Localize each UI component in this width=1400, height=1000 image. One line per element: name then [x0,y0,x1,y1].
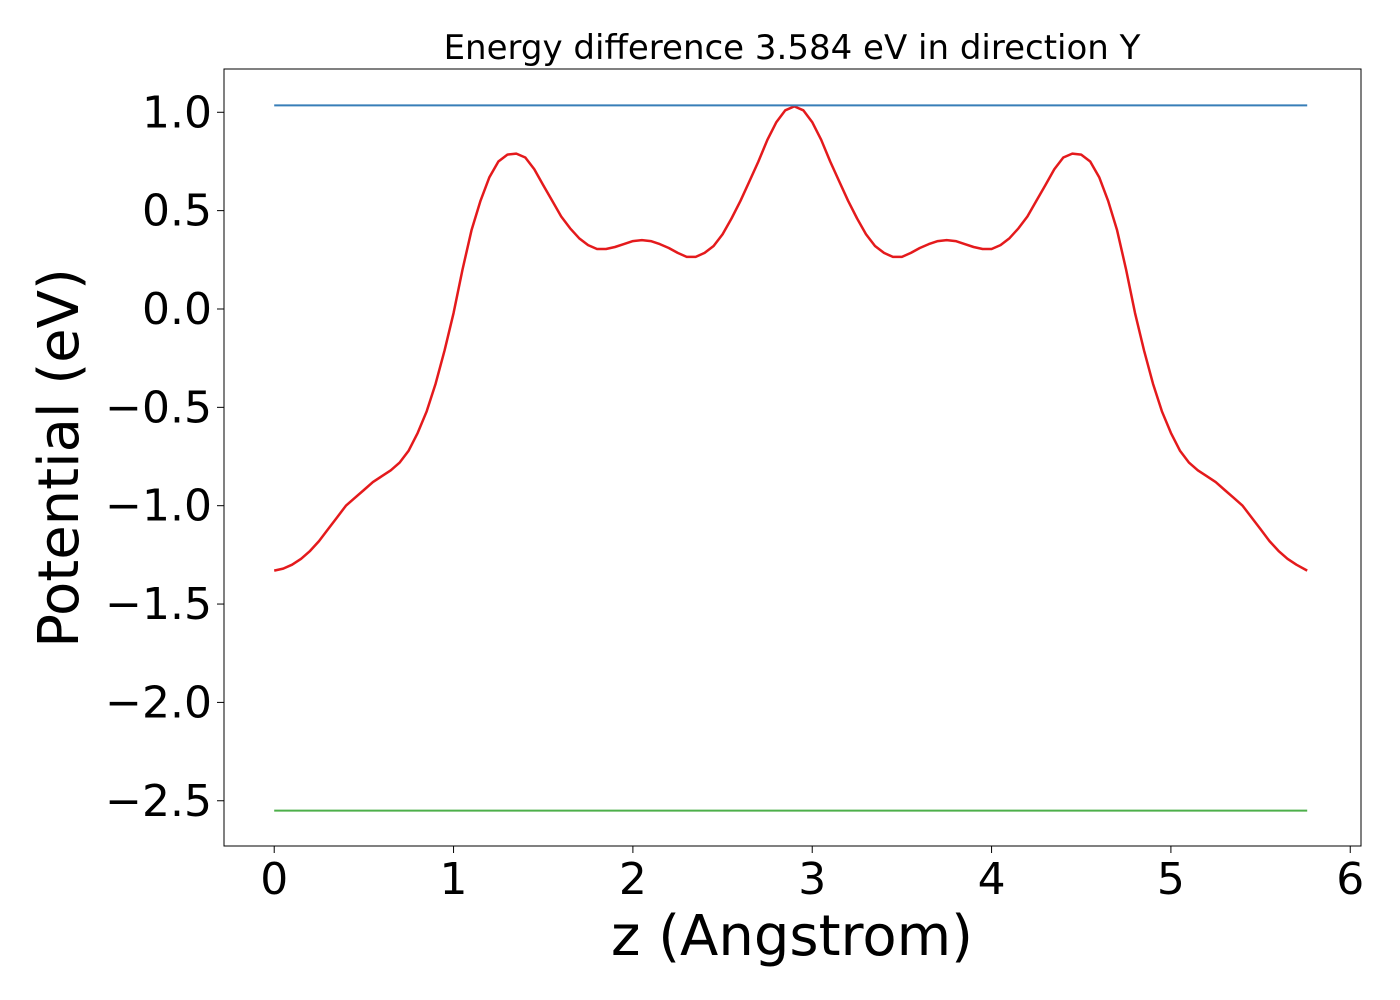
x-tick-label: 5 [1157,854,1185,905]
x-tick-label: 4 [978,854,1006,905]
x-tick-label: 1 [440,854,468,905]
y-axis: 1.0 0.5 0.0 −0.5 −1.0 −1.5 −2.0 −2.5 [105,87,224,827]
y-tick-label: −2.5 [105,776,212,827]
y-tick-label: −2.0 [105,677,212,728]
plot-frame [223,68,1362,847]
y-tick-label: −1.5 [105,579,212,630]
x-tick-label: 3 [798,854,826,905]
plot-area [223,68,1362,847]
x-axis-label: z (Angstrom) [611,904,973,969]
chart-title: Energy difference 3.584 eV in direction … [444,28,1141,68]
x-tick-label: 6 [1336,854,1364,905]
y-tick-label: 0.5 [142,186,212,237]
x-tick-label: 0 [260,854,288,905]
series-layer [273,104,1308,812]
y-tick-label: 1.0 [142,87,212,138]
x-axis: 0 1 2 3 4 5 6 [260,846,1364,905]
x-tick-label: 2 [619,854,647,905]
potential-line [273,105,1308,572]
y-tick-label: 0.0 [142,284,212,335]
y-tick-label: −0.5 [105,382,212,433]
y-tick-label: −1.0 [105,481,212,532]
y-axis-label: Potential (eV) [27,268,92,648]
